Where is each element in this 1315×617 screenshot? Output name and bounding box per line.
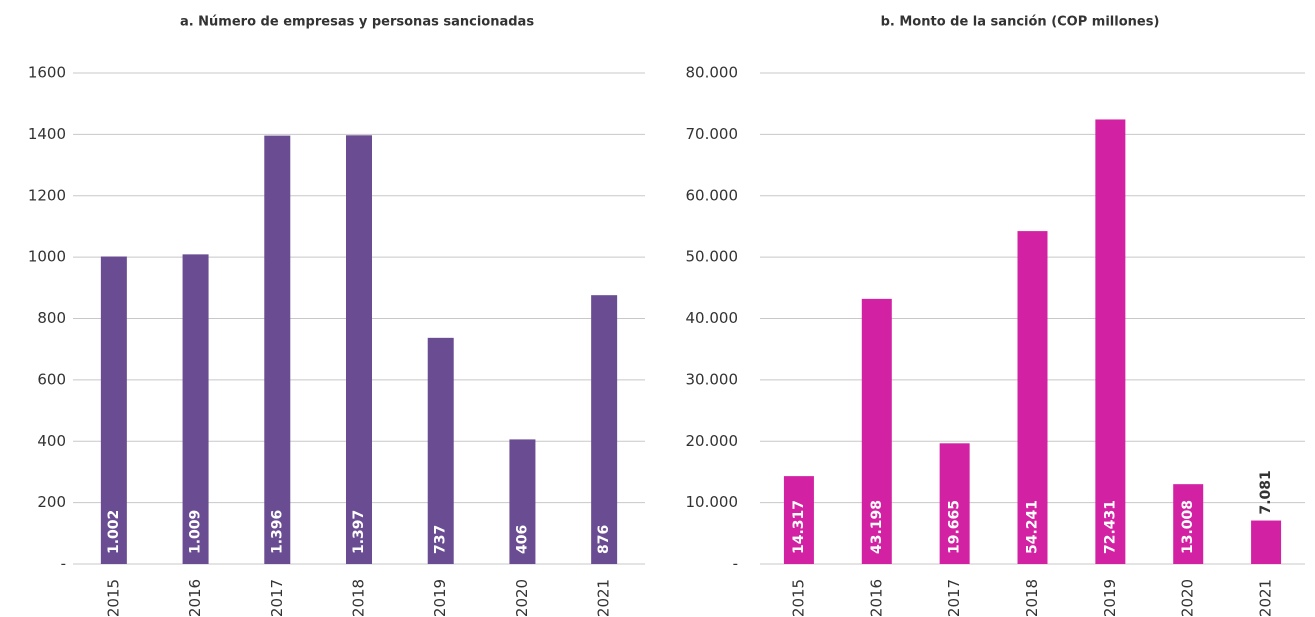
- x-tick-label: 2021: [1257, 579, 1275, 617]
- y-tick-label: 10.000: [686, 493, 739, 511]
- bar: [100, 256, 127, 564]
- x-tick-label: 2017: [945, 579, 963, 617]
- value-label: 13.008: [1180, 500, 1196, 554]
- y-tick-label: 200: [37, 493, 66, 511]
- y-tick-label: 800: [37, 309, 66, 327]
- x-tick-label: 2021: [595, 579, 613, 617]
- y-tick-label: 400: [37, 432, 66, 450]
- chart-title: a. Número de empresas y personas sancion…: [180, 15, 534, 30]
- value-label: 43.198: [869, 500, 885, 554]
- x-tick-label: 2019: [431, 579, 449, 617]
- bar: [861, 298, 892, 564]
- y-tick-label: 50.000: [686, 248, 739, 266]
- value-label: 737: [433, 525, 449, 554]
- bar: [1095, 119, 1126, 564]
- x-tick-label: 2015: [789, 579, 807, 617]
- y-tick-label: -: [61, 555, 66, 573]
- value-label: 7.081: [1258, 470, 1274, 514]
- bar: [427, 337, 454, 564]
- value-label: 14.317: [791, 500, 807, 554]
- value-label: 1.002: [106, 510, 122, 554]
- bar: [264, 135, 291, 565]
- value-label: 1.397: [351, 510, 367, 554]
- x-tick-label: 2015: [104, 579, 122, 617]
- y-tick-label: 80.000: [686, 64, 739, 82]
- y-tick-label: -: [733, 555, 738, 573]
- y-tick-label: 1600: [28, 64, 66, 82]
- x-tick-label: 2016: [867, 579, 885, 617]
- x-tick-label: 2018: [1023, 579, 1041, 617]
- bar: [1017, 231, 1048, 564]
- y-tick-label: 1200: [28, 186, 66, 204]
- value-label: 72.431: [1102, 500, 1118, 554]
- x-tick-label: 2019: [1101, 579, 1119, 617]
- y-tick-label: 600: [37, 370, 66, 388]
- value-label: 19.665: [947, 500, 963, 554]
- y-tick-label: 30.000: [686, 370, 739, 388]
- value-label: 54.241: [1025, 500, 1041, 554]
- y-tick-label: 1400: [28, 125, 66, 143]
- x-tick-label: 2020: [1179, 579, 1197, 617]
- x-tick-label: 2020: [513, 579, 531, 617]
- y-tick-label: 60.000: [686, 186, 739, 204]
- value-label: 406: [514, 525, 530, 554]
- bar: [182, 254, 209, 564]
- y-tick-label: 1000: [28, 248, 66, 266]
- x-tick-label: 2016: [186, 579, 204, 617]
- x-tick-label: 2018: [350, 579, 368, 617]
- y-tick-label: 20.000: [686, 432, 739, 450]
- x-tick-label: 2017: [268, 579, 286, 617]
- value-label: 1.009: [188, 510, 204, 554]
- value-label: 876: [596, 525, 612, 554]
- bar: [509, 439, 536, 564]
- bar: [1251, 520, 1282, 564]
- bar: [939, 443, 970, 564]
- bar: [1173, 484, 1204, 564]
- y-tick-label: 40.000: [686, 309, 739, 327]
- y-tick-label: 70.000: [686, 125, 739, 143]
- chart-title: b. Monto de la sanción (COP millones): [881, 15, 1160, 30]
- bar: [783, 476, 814, 564]
- bar: [591, 295, 618, 564]
- value-label: 1.396: [269, 510, 285, 554]
- bar: [346, 135, 372, 564]
